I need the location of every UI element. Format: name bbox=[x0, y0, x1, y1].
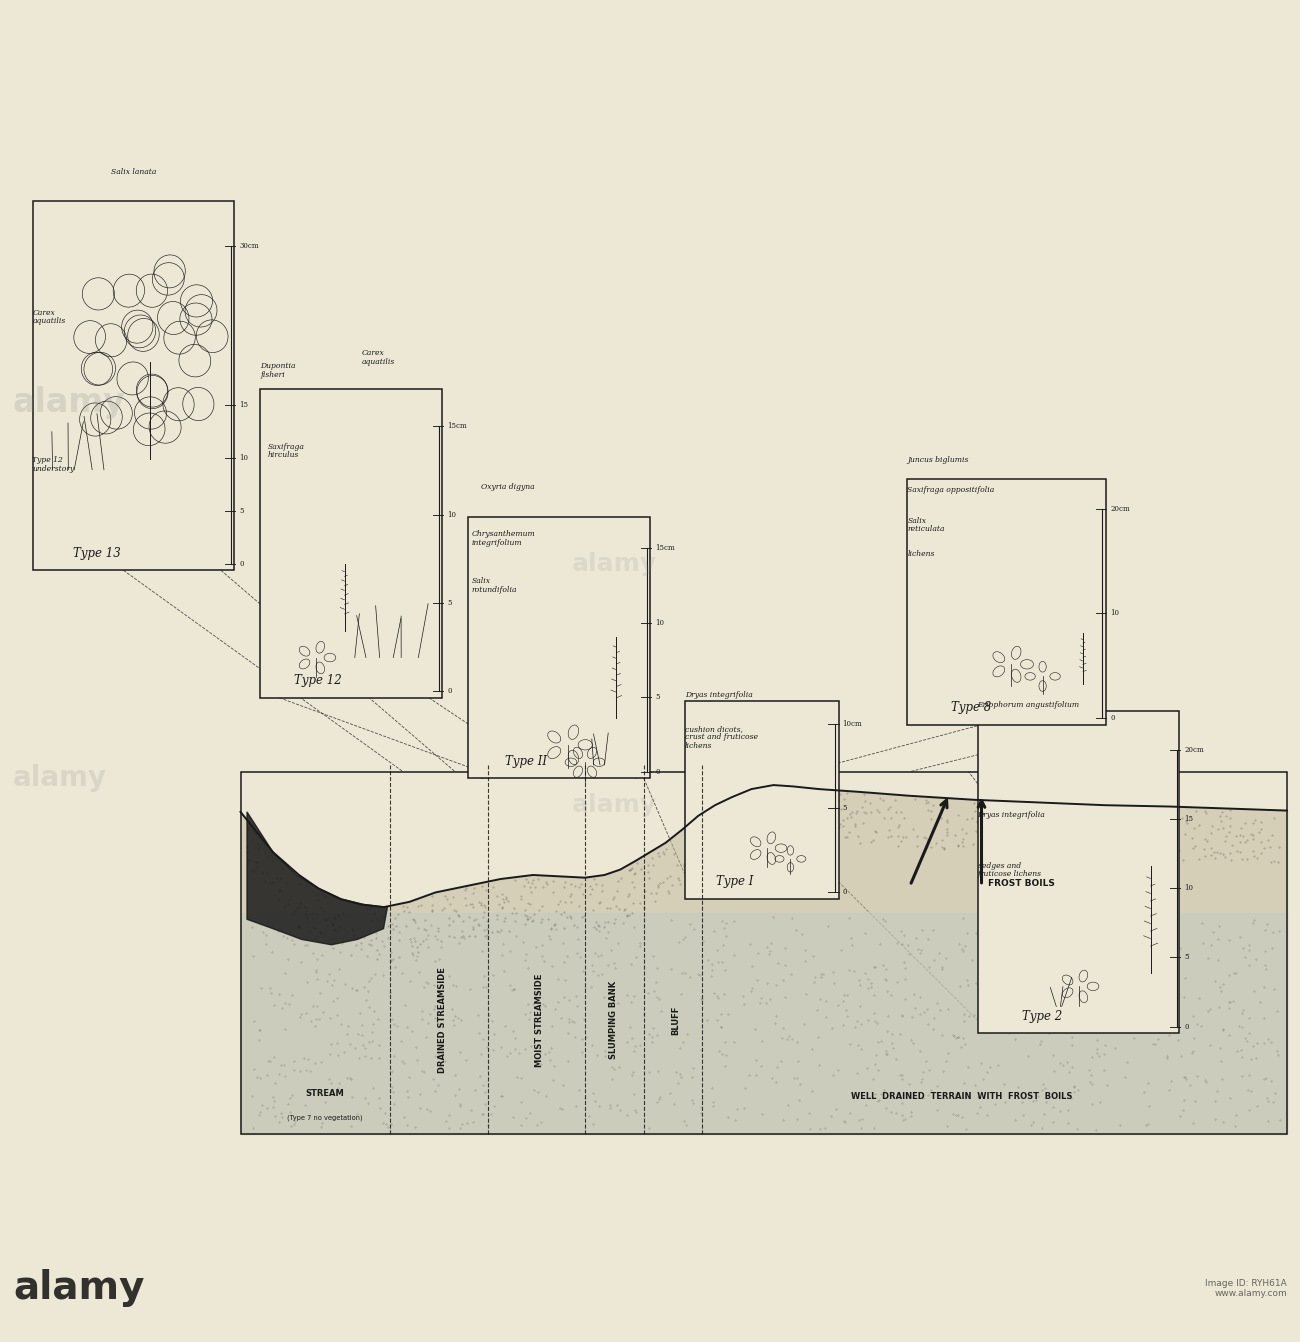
Text: Type 12: Type 12 bbox=[294, 674, 342, 687]
Text: alamy: alamy bbox=[572, 552, 656, 576]
Polygon shape bbox=[247, 812, 387, 945]
Text: 30cm: 30cm bbox=[239, 242, 259, 250]
Text: Salix
rotundifolia: Salix rotundifolia bbox=[472, 577, 517, 593]
Text: Type 8: Type 8 bbox=[950, 701, 991, 714]
Bar bbox=[32, 201, 234, 570]
Text: Dryas integrifolia: Dryas integrifolia bbox=[685, 691, 753, 699]
Text: Type I: Type I bbox=[715, 875, 753, 888]
Text: SLUMPING BANK: SLUMPING BANK bbox=[610, 981, 617, 1059]
Text: Saxifraga oppositifolia: Saxifraga oppositifolia bbox=[907, 486, 994, 494]
Text: Eriophorum angustifolium: Eriophorum angustifolium bbox=[978, 701, 1080, 709]
Text: 0: 0 bbox=[655, 768, 659, 776]
Text: 5: 5 bbox=[447, 599, 451, 607]
Text: 20cm: 20cm bbox=[1184, 746, 1204, 754]
Bar bbox=[468, 517, 650, 778]
Bar bbox=[240, 772, 1287, 1134]
Text: 15: 15 bbox=[1184, 815, 1193, 823]
Text: 5: 5 bbox=[655, 692, 659, 701]
Text: 0: 0 bbox=[1184, 1023, 1188, 1031]
Text: alamy: alamy bbox=[13, 1270, 144, 1307]
Text: Type 13: Type 13 bbox=[73, 546, 121, 560]
Text: Salix
reticulata: Salix reticulata bbox=[907, 517, 945, 533]
Text: 10: 10 bbox=[1110, 609, 1119, 617]
Text: Chrysanthemum
integrifolium: Chrysanthemum integrifolium bbox=[472, 530, 536, 546]
Text: 15: 15 bbox=[239, 401, 248, 408]
Text: 15cm: 15cm bbox=[655, 544, 675, 552]
Text: 20cm: 20cm bbox=[1110, 505, 1130, 513]
Text: sedges and
fruticose lichens: sedges and fruticose lichens bbox=[978, 862, 1041, 878]
Text: 5: 5 bbox=[1184, 953, 1188, 961]
Text: Image ID: RYH61A
www.alamy.com: Image ID: RYH61A www.alamy.com bbox=[1205, 1279, 1287, 1298]
Text: 15cm: 15cm bbox=[447, 423, 467, 431]
Text: 10: 10 bbox=[239, 454, 248, 462]
Text: Dupontia
fisheri: Dupontia fisheri bbox=[260, 362, 295, 378]
Bar bbox=[978, 711, 1179, 1033]
Text: Type 2: Type 2 bbox=[1022, 1009, 1062, 1023]
Text: Type 12
understory: Type 12 understory bbox=[32, 456, 75, 472]
Text: Dryas integrifolia: Dryas integrifolia bbox=[978, 811, 1045, 819]
Text: DRAINED STREAMSIDE: DRAINED STREAMSIDE bbox=[438, 968, 446, 1072]
Text: 0: 0 bbox=[842, 888, 846, 896]
Bar bbox=[260, 389, 442, 698]
Text: cushion dicots,
crust and fruticose
lichens: cushion dicots, crust and fruticose lich… bbox=[685, 725, 758, 750]
Text: 0: 0 bbox=[1110, 714, 1114, 722]
Text: WELL  DRAINED  TERRAIN  WITH  FROST  BOILS: WELL DRAINED TERRAIN WITH FROST BOILS bbox=[852, 1092, 1072, 1100]
Bar bbox=[907, 479, 1106, 725]
Text: MOIST STREAMSIDE: MOIST STREAMSIDE bbox=[536, 973, 543, 1067]
Text: Carex
aquatilis: Carex aquatilis bbox=[32, 309, 66, 325]
Text: Juncus biglumis: Juncus biglumis bbox=[907, 456, 968, 464]
Text: FROST BOILS: FROST BOILS bbox=[988, 879, 1054, 888]
Text: 5: 5 bbox=[842, 804, 846, 812]
Text: alamy: alamy bbox=[572, 793, 656, 817]
Text: 10cm: 10cm bbox=[842, 721, 862, 729]
Text: Saxifraga
hirculus: Saxifraga hirculus bbox=[268, 443, 304, 459]
Text: Carex
aquatilis: Carex aquatilis bbox=[361, 349, 395, 365]
Text: 10: 10 bbox=[655, 619, 664, 627]
Text: Salix lanata: Salix lanata bbox=[111, 168, 156, 176]
Text: Oxyria digyna: Oxyria digyna bbox=[481, 483, 534, 491]
Text: Type II: Type II bbox=[506, 754, 547, 768]
Text: BLUFF: BLUFF bbox=[672, 1005, 680, 1035]
Text: 10: 10 bbox=[1184, 884, 1193, 892]
Bar bbox=[685, 701, 838, 899]
Text: alamy: alamy bbox=[13, 765, 107, 792]
Text: STREAM: STREAM bbox=[306, 1090, 345, 1098]
Text: alamy: alamy bbox=[13, 386, 126, 419]
Text: 0: 0 bbox=[239, 560, 243, 568]
Text: 0: 0 bbox=[447, 687, 451, 695]
Text: 10: 10 bbox=[447, 510, 456, 518]
Text: (Type 7 no vegetation): (Type 7 no vegetation) bbox=[287, 1115, 363, 1121]
Text: 5: 5 bbox=[239, 507, 243, 514]
Text: lichens: lichens bbox=[907, 550, 935, 558]
